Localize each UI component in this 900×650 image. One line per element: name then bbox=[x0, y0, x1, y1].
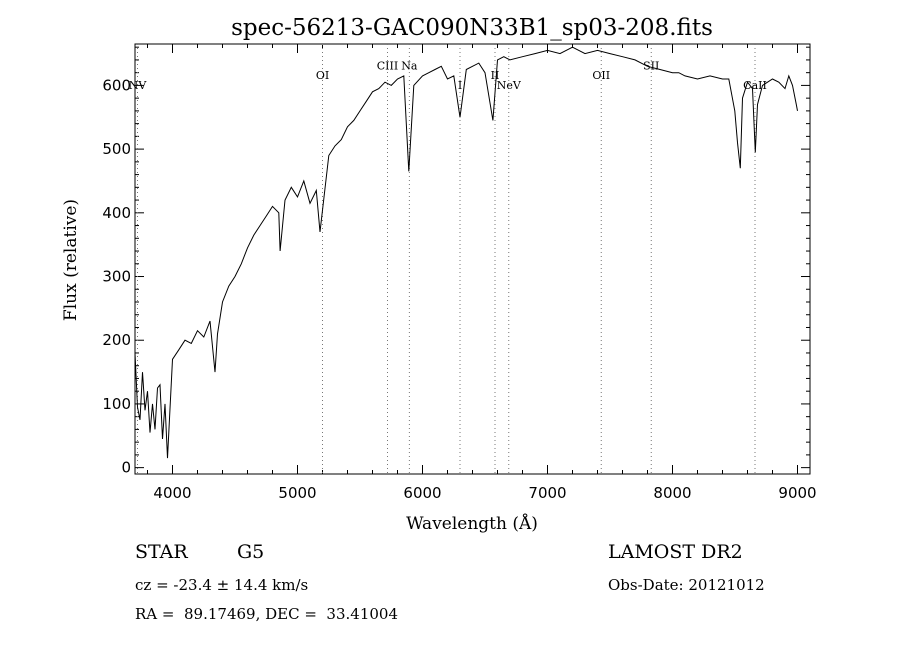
marker-label: NeV bbox=[497, 79, 522, 92]
y-axis-label: Flux (relative) bbox=[61, 199, 81, 321]
survey-name: LAMOST DR2 bbox=[608, 541, 743, 563]
x-tick-label: 9000 bbox=[778, 484, 816, 502]
spectrum-line bbox=[134, 46, 798, 459]
x-axis: 4000 5000 6000 7000 8000 9000 bbox=[147, 44, 817, 502]
marker-label: Na bbox=[401, 59, 418, 72]
marker-label: OI bbox=[316, 69, 329, 82]
marker-label: OII bbox=[592, 69, 610, 82]
marker-label: SII bbox=[643, 59, 659, 72]
marker-label: CIII bbox=[377, 59, 398, 72]
marker-label: NV bbox=[129, 79, 148, 92]
marker-label: CaII bbox=[743, 79, 767, 92]
chart-title: spec-56213-GAC090N33B1_sp03-208.fits bbox=[231, 15, 713, 41]
y-tick-label: 0 bbox=[121, 459, 131, 477]
x-tick-label: 6000 bbox=[403, 484, 441, 502]
x-tick-label: 8000 bbox=[653, 484, 691, 502]
y-tick-label: 200 bbox=[102, 331, 131, 349]
y-tick-label: 500 bbox=[102, 140, 131, 158]
y-tick-label: 100 bbox=[102, 395, 131, 413]
x-tick-label: 5000 bbox=[278, 484, 316, 502]
y-tick-label: 600 bbox=[102, 76, 131, 94]
x-tick-label: 7000 bbox=[528, 484, 566, 502]
observation-date: Obs-Date: 20121012 bbox=[608, 576, 765, 594]
marker-label: II bbox=[491, 69, 500, 82]
x-axis-label: Wavelength (Å) bbox=[406, 513, 538, 534]
y-tick-label: 400 bbox=[102, 204, 131, 222]
redshift-value: cz = -23.4 ± 14.4 km/s bbox=[135, 576, 309, 594]
coordinates: RA = 89.17469, DEC = 33.41004 bbox=[135, 605, 399, 623]
plot-area bbox=[134, 43, 811, 475]
object-class: STAR bbox=[135, 541, 188, 563]
y-axis: 0 100 200 300 400 500 600 bbox=[102, 46, 810, 477]
plot-frame bbox=[134, 43, 811, 475]
object-subclass: G5 bbox=[237, 541, 265, 563]
y-tick-label: 300 bbox=[102, 268, 131, 286]
x-tick-label: 4000 bbox=[153, 484, 191, 502]
marker-label: I bbox=[458, 79, 462, 92]
